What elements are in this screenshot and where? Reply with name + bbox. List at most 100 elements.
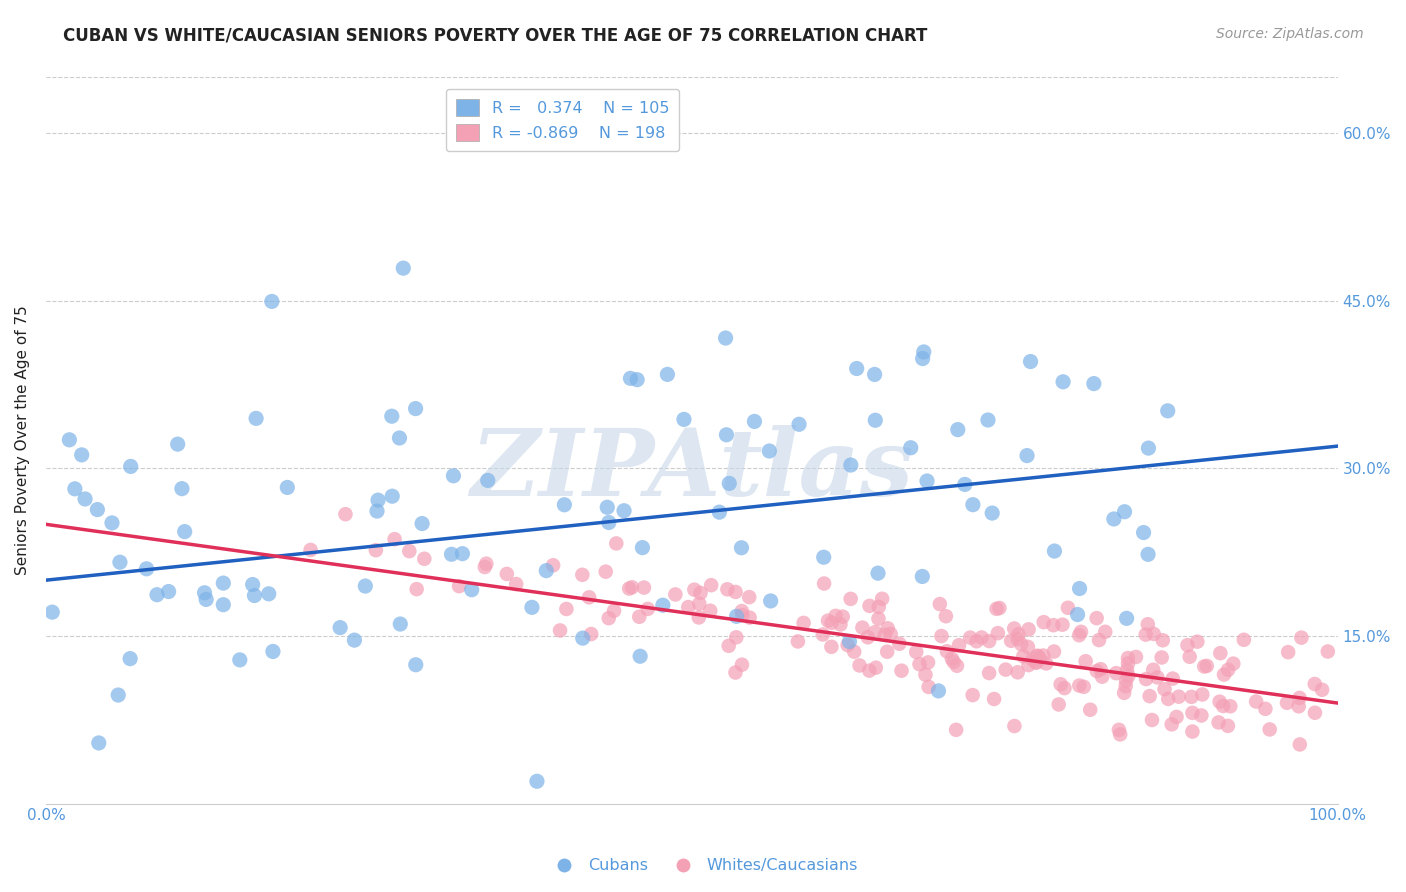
Whites/Caucasians (617, 582, 640, 596)
Whites/Caucasians (918, 680, 941, 694)
Whites/Caucasians (863, 625, 886, 640)
Whites/Caucasians (1114, 686, 1136, 700)
Cubans (166, 437, 188, 451)
Whites/Caucasians (1090, 662, 1112, 676)
Whites/Caucasians (1192, 659, 1215, 673)
Cubans (101, 516, 124, 530)
Whites/Caucasians (1142, 663, 1164, 677)
Whites/Caucasians (914, 667, 936, 681)
Whites/Caucasians (811, 627, 834, 641)
Cubans (212, 598, 235, 612)
Cubans (946, 423, 969, 437)
Cubans (911, 569, 934, 583)
Cubans (553, 498, 575, 512)
Whites/Caucasians (858, 664, 880, 678)
Whites/Caucasians (945, 723, 967, 737)
Cubans (915, 474, 938, 488)
Whites/Caucasians (688, 610, 710, 624)
Whites/Caucasians (731, 657, 754, 672)
Whites/Caucasians (868, 599, 890, 614)
Cubans (477, 474, 499, 488)
Whites/Caucasians (865, 661, 887, 675)
Whites/Caucasians (1049, 677, 1071, 691)
Whites/Caucasians (1073, 680, 1095, 694)
Whites/Caucasians (889, 637, 911, 651)
Cubans (758, 444, 780, 458)
Cubans (1137, 547, 1160, 561)
Whites/Caucasians (1222, 657, 1244, 671)
Whites/Caucasians (689, 586, 711, 600)
Cubans (367, 493, 389, 508)
Cubans (865, 413, 887, 427)
Whites/Caucasians (1135, 627, 1157, 641)
Whites/Caucasians (1017, 640, 1039, 654)
Whites/Caucasians (1191, 688, 1213, 702)
Whites/Caucasians (986, 602, 1008, 616)
Whites/Caucasians (1053, 681, 1076, 695)
Whites/Caucasians (1140, 713, 1163, 727)
Whites/Caucasians (905, 645, 928, 659)
Whites/Caucasians (700, 578, 723, 592)
Whites/Caucasians (605, 536, 627, 550)
Cubans (598, 516, 620, 530)
Legend: Cubans, Whites/Caucasians: Cubans, Whites/Caucasians (541, 852, 865, 880)
Cubans (626, 373, 648, 387)
Cubans (389, 617, 412, 632)
Whites/Caucasians (678, 600, 700, 615)
Whites/Caucasians (628, 609, 651, 624)
Whites/Caucasians (1212, 698, 1234, 713)
Cubans (173, 524, 195, 539)
Whites/Caucasians (1007, 665, 1029, 680)
Whites/Caucasians (299, 543, 322, 558)
Whites/Caucasians (817, 614, 839, 628)
Whites/Caucasians (1043, 644, 1066, 658)
Text: Source: ZipAtlas.com: Source: ZipAtlas.com (1216, 27, 1364, 41)
Whites/Caucasians (1010, 637, 1032, 651)
Cubans (520, 600, 543, 615)
Whites/Caucasians (1189, 708, 1212, 723)
Whites/Caucasians (994, 663, 1017, 677)
Whites/Caucasians (1316, 644, 1339, 658)
Whites/Caucasians (1160, 717, 1182, 731)
Cubans (1052, 375, 1074, 389)
Whites/Caucasians (603, 604, 626, 618)
Cubans (1115, 611, 1137, 625)
Cubans (912, 345, 935, 359)
Cubans (260, 294, 283, 309)
Whites/Caucasians (1116, 651, 1139, 665)
Whites/Caucasians (1275, 696, 1298, 710)
Whites/Caucasians (724, 585, 747, 599)
Whites/Caucasians (844, 645, 866, 659)
Cubans (911, 351, 934, 366)
Whites/Caucasians (935, 644, 957, 658)
Whites/Caucasians (1277, 645, 1299, 659)
Whites/Caucasians (731, 608, 754, 623)
Whites/Caucasians (873, 628, 896, 642)
Whites/Caucasians (621, 580, 644, 594)
Cubans (343, 633, 366, 648)
Whites/Caucasians (1115, 673, 1137, 688)
Whites/Caucasians (1094, 624, 1116, 639)
Cubans (41, 605, 63, 619)
Whites/Caucasians (1002, 622, 1025, 636)
Whites/Caucasians (1074, 654, 1097, 668)
Cubans (120, 651, 142, 665)
Cubans (536, 564, 558, 578)
Cubans (651, 598, 673, 612)
Cubans (1069, 582, 1091, 596)
Whites/Caucasians (398, 544, 420, 558)
Whites/Caucasians (983, 692, 1005, 706)
Cubans (981, 506, 1004, 520)
Whites/Caucasians (1135, 672, 1157, 686)
Cubans (405, 657, 427, 672)
Whites/Caucasians (820, 640, 842, 654)
Cubans (381, 489, 404, 503)
Whites/Caucasians (793, 615, 815, 630)
Whites/Caucasians (475, 557, 498, 571)
Whites/Caucasians (449, 579, 471, 593)
Cubans (1019, 354, 1042, 368)
Cubans (366, 504, 388, 518)
Cubans (229, 653, 252, 667)
Whites/Caucasians (979, 634, 1001, 648)
Cubans (714, 331, 737, 345)
